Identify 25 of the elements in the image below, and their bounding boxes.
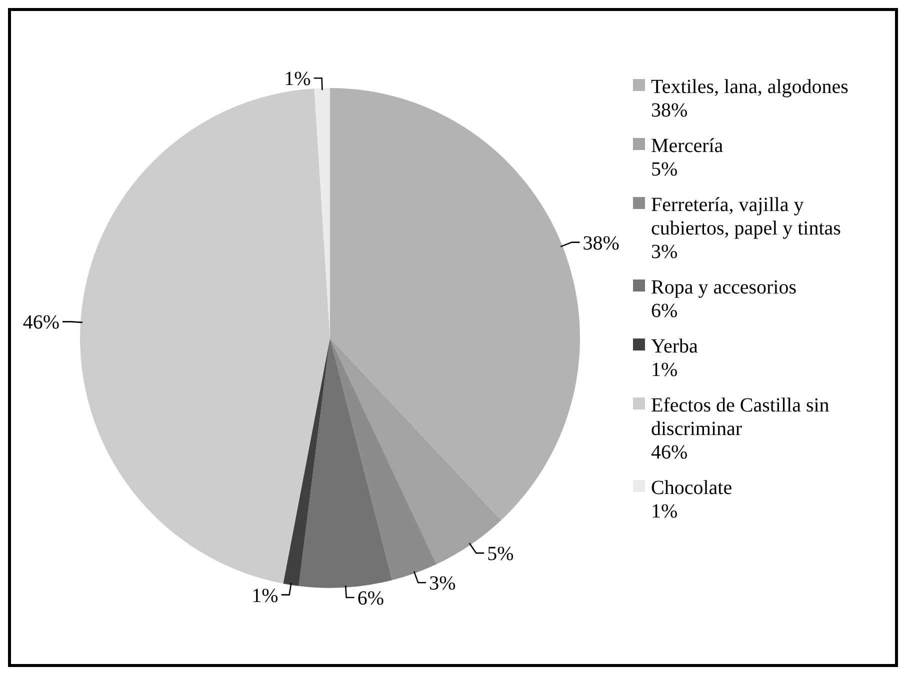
legend-label: Ferretería, vajilla y cubiertos, papel y tintas [651,194,842,240]
text: 1% [651,500,678,522]
pie-slice [80,88,330,584]
legend-label: Textiles, lana, algodones [651,76,849,98]
legend-label: Efectos de Castilla sin discriminar [651,394,830,440]
data-label: 5% [487,543,514,566]
text: 38% [651,100,688,122]
text: 1% [651,359,678,381]
data-label: 6% [357,587,384,610]
pie-slice [283,338,330,586]
legend-label: Yerba [651,336,698,358]
pie-slice [298,338,392,588]
data-label: 3% [429,572,456,595]
text: 3% [651,241,678,263]
data-label: 1% [252,584,278,607]
text: 6% [651,300,678,322]
data-label: 38% [582,232,620,254]
legend-label: Ropa y accesorios [651,276,797,298]
text: 5% [651,158,678,180]
legend-label: Chocolate [651,477,732,499]
data-label: 1% [284,68,311,90]
data-label: 46% [22,312,60,334]
text: 46% [651,442,688,464]
legend-label: Mercería [651,135,724,157]
pie-slice [330,88,580,520]
